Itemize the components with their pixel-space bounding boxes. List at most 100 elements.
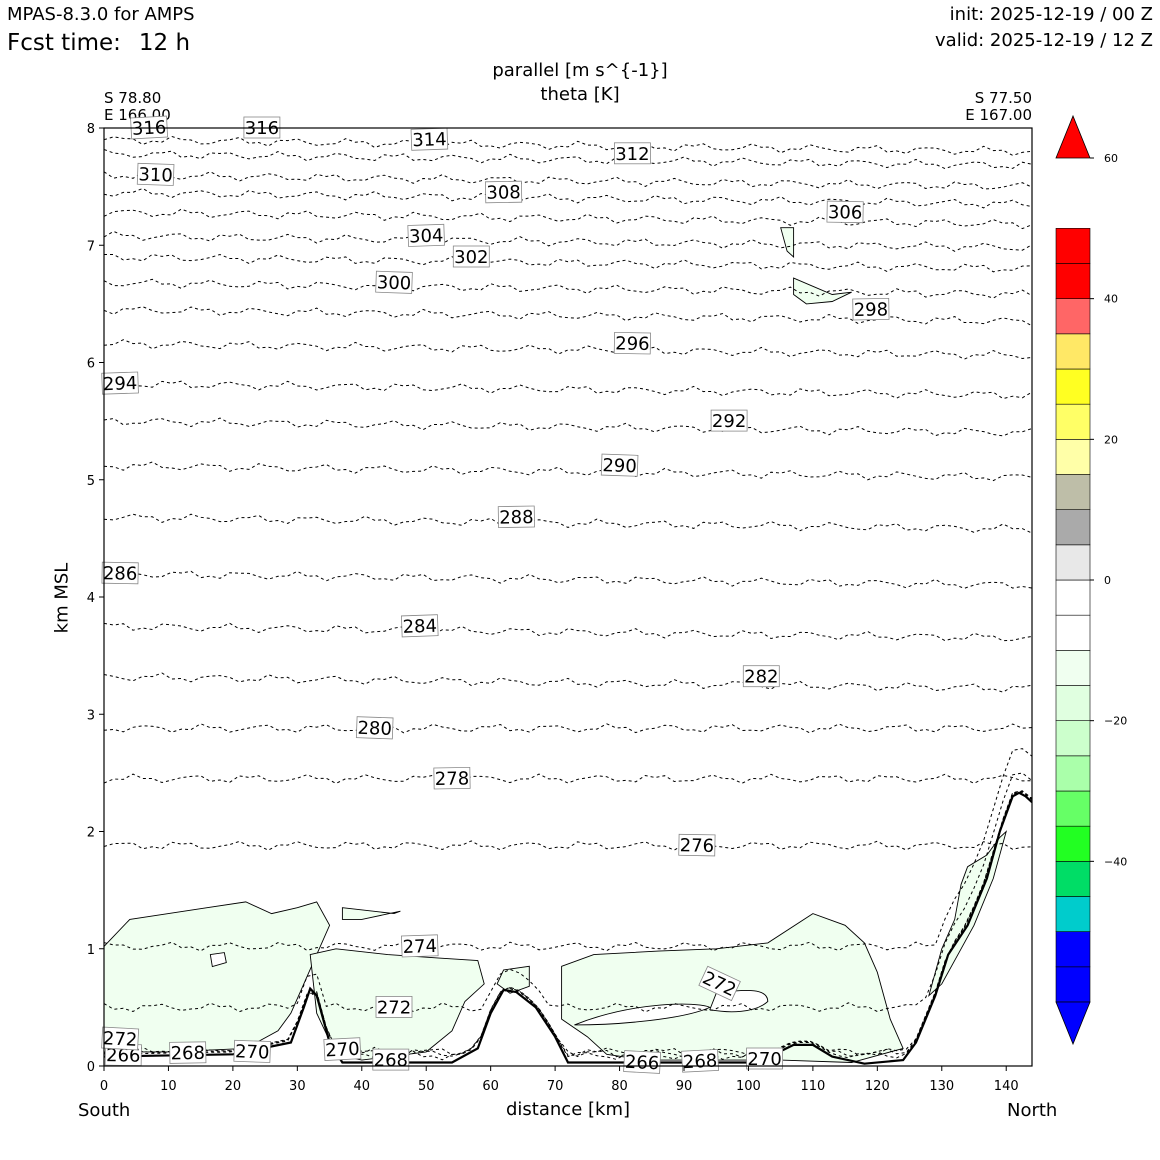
contour-label-282-box — [742, 665, 780, 688]
contour-label-296: 296 — [613, 331, 651, 355]
left-endpoint-lat: S 78.80 — [104, 89, 162, 107]
contour-label-270-text: 270 — [235, 1041, 270, 1063]
contour-label-294-box — [101, 371, 139, 395]
valid-time: valid: 2025-12-19 / 12 Z — [935, 30, 1153, 51]
contour-label-286: 286 — [101, 561, 139, 585]
contour-label-302-text: 302 — [454, 247, 488, 268]
colorbar-tick-label-40: 40 — [1104, 293, 1118, 306]
wind-region-6 — [780, 227, 795, 259]
chart-title: parallel [m s^{-1}] — [492, 60, 668, 81]
contour-label-272-box — [375, 996, 413, 1018]
contour-label-extra-8-text: 270 — [747, 1049, 781, 1070]
theta-line-282 — [104, 672, 1032, 693]
contour-label-292-text: 292 — [712, 411, 746, 432]
x-tick-label-60: 60 — [482, 1079, 499, 1094]
colorbar-bin-35 — [1055, 298, 1091, 335]
contour-label-304-box — [407, 223, 445, 247]
contour-label-272-text: 272 — [377, 997, 411, 1018]
x-tick-label-80: 80 — [611, 1079, 628, 1094]
contour-label-306: 306 — [826, 200, 864, 224]
theta-line-288 — [104, 513, 1032, 534]
contour-label-280: 280 — [355, 716, 394, 740]
colorbar-bin--25 — [1055, 720, 1091, 757]
colorbar-bin--30 — [1055, 755, 1091, 792]
theta-line-300 — [104, 278, 1032, 299]
contour-label-276: 276 — [678, 833, 716, 857]
contour-label-298-box — [852, 297, 890, 321]
contour-label-286-text: 286 — [103, 563, 138, 585]
wind-region-4 — [496, 965, 530, 994]
model-title: MPAS-8.3.0 for AMPS — [7, 4, 195, 25]
right-endpoint: S 77.50 E 167.00 — [965, 90, 1032, 124]
theta-line-280 — [104, 723, 1032, 734]
contour-label-284-text: 284 — [402, 616, 437, 638]
contour-label-292-box — [710, 409, 748, 432]
contour-label-280-box — [355, 716, 394, 740]
wind-region-8 — [928, 830, 1008, 997]
x-tick-label-140: 140 — [994, 1079, 1019, 1094]
theta-line-312 — [104, 149, 1032, 170]
contour-label-288-text: 288 — [499, 507, 534, 529]
colorbar-bin-20 — [1055, 403, 1091, 440]
colorbar-bin--45 — [1055, 861, 1091, 897]
colorbar-tick-label--40: −40 — [1104, 855, 1127, 868]
right-endpoint-lon: E 167.00 — [965, 106, 1032, 124]
colorbar-bin--55 — [1055, 931, 1091, 968]
y-tick-label-6: 6 — [87, 357, 95, 372]
contour-label-306-text: 306 — [828, 202, 863, 224]
colorbar-bin-10 — [1055, 474, 1091, 510]
contour-label-296-box — [613, 331, 651, 355]
colorbar-bin--50 — [1055, 896, 1091, 932]
theta-line-308 — [104, 187, 1032, 209]
colorbar-tick-label--20: −20 — [1104, 715, 1127, 728]
contour-label-extra-4-text: 270 — [325, 1039, 360, 1062]
contour-label-312-text: 312 — [615, 144, 649, 165]
contour-label-extra-6: 266 — [623, 1050, 662, 1075]
contour-label-290: 290 — [600, 453, 639, 477]
contour-label-extra-3: 272 — [101, 1026, 140, 1051]
colorbar-bin-30 — [1055, 333, 1091, 370]
x-tick-label-10: 10 — [160, 1079, 177, 1094]
contour-label-308-text: 308 — [486, 182, 521, 204]
contour-label-268-box — [169, 1041, 207, 1064]
contour-label-extra-5-text: 268 — [374, 1050, 408, 1071]
colorbar: 60 40 20 0 −20 −40 — [1055, 114, 1127, 1046]
y-tick-label-8: 8 — [87, 122, 95, 137]
colorbar-bin--20 — [1055, 685, 1091, 721]
contour-label-278: 278 — [433, 766, 471, 790]
contour-label-extra-3-text: 272 — [102, 1028, 137, 1051]
theta-line-278 — [104, 773, 1032, 784]
contour-label-288: 288 — [497, 505, 535, 529]
x-tick-label-20: 20 — [225, 1079, 242, 1094]
contour-label-298: 298 — [852, 297, 890, 321]
colorbar-max-extension — [1055, 114, 1091, 159]
contour-label-308-box — [485, 180, 523, 204]
colorbar-tick-label-0: 0 — [1104, 574, 1111, 587]
contour-label-290-text: 290 — [602, 455, 637, 477]
contour-label-extra-6-text: 266 — [624, 1052, 659, 1075]
wind-region-hole — [209, 952, 227, 968]
contour-label-270-box — [233, 1039, 271, 1063]
contour-label-290-box — [600, 453, 639, 477]
theta-line-306 — [104, 208, 1032, 230]
contour-label-extra-6-box — [623, 1050, 662, 1074]
colorbar-bin-0 — [1055, 544, 1091, 581]
contour-label-extra-4-box — [323, 1037, 362, 1061]
contour-label-312-box — [614, 142, 651, 165]
colorbar-bin--35 — [1055, 790, 1091, 827]
theta-line-266 — [104, 791, 1032, 1061]
chart-subtitle: theta [K] — [540, 84, 620, 105]
contour-label-extra-8: 270 — [746, 1047, 783, 1070]
init-time: init: 2025-12-19 / 00 Z — [949, 4, 1153, 25]
y-tick-label-1: 1 — [87, 943, 95, 958]
contour-label-extra-8-box — [746, 1047, 783, 1070]
contour-label-extra-7: 268 — [681, 1048, 720, 1073]
contour-label-284: 284 — [401, 614, 439, 638]
forecast-time-value: 12 h — [138, 30, 191, 56]
x-tick-label-100: 100 — [736, 1079, 761, 1094]
forecast-time: Fcst time: 12 h — [7, 30, 190, 56]
contour-label-extra-4: 270 — [323, 1037, 362, 1062]
theta-line-274 — [104, 748, 1032, 952]
contour-label-304-text: 304 — [409, 225, 444, 247]
